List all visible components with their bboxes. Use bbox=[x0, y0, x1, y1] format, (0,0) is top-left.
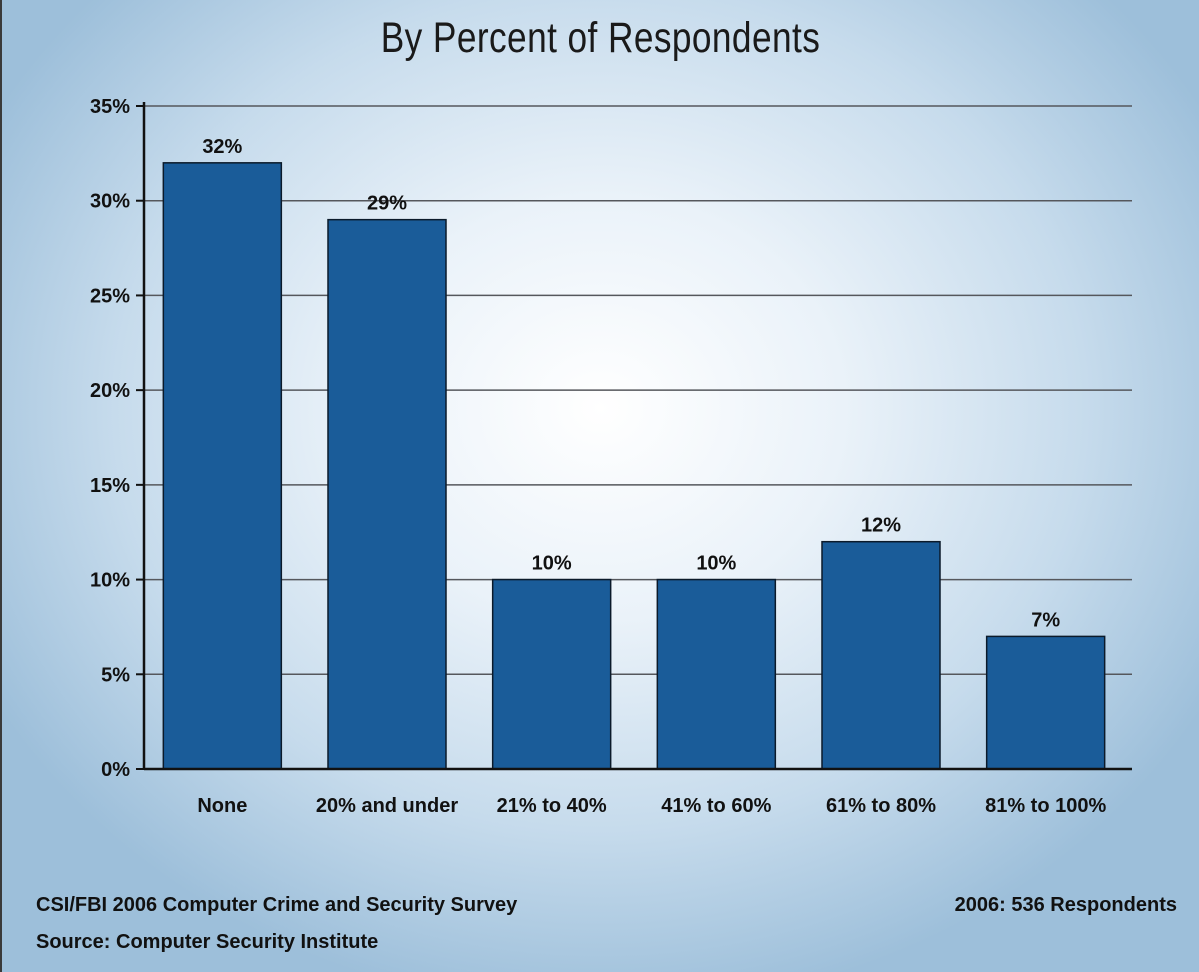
chart-title: By Percent of Respondents bbox=[380, 14, 821, 62]
y-tick-label: 20% bbox=[90, 380, 130, 402]
bar bbox=[162, 162, 283, 770]
y-tick-label: 25% bbox=[90, 285, 130, 307]
bar bbox=[491, 578, 612, 770]
y-tick-label: 10% bbox=[90, 570, 130, 592]
bar-value-label: 10% bbox=[696, 553, 736, 575]
survey-name: CSI/FBI 2006 Computer Crime and Security… bbox=[36, 894, 518, 916]
y-tick-label: 30% bbox=[90, 191, 130, 213]
y-tick-label: 15% bbox=[90, 475, 130, 497]
x-category-label: 41% to 60% bbox=[661, 795, 771, 817]
bar bbox=[985, 635, 1106, 770]
x-category-label: 21% to 40% bbox=[497, 795, 607, 817]
x-category-label: 20% and under bbox=[316, 795, 458, 817]
x-category-label: None bbox=[197, 795, 247, 817]
y-tick-label: 0% bbox=[101, 759, 130, 781]
x-category-label: 61% to 80% bbox=[826, 795, 936, 817]
y-tick-label: 35% bbox=[90, 96, 130, 118]
bar-value-label: 10% bbox=[532, 553, 572, 575]
respondent-count: 2006: 536 Respondents bbox=[954, 894, 1177, 916]
y-tick-label: 5% bbox=[101, 664, 130, 686]
bar bbox=[821, 540, 941, 770]
bar bbox=[656, 578, 777, 770]
source-credit: Source: Computer Security Institute bbox=[36, 931, 379, 953]
bar bbox=[327, 218, 447, 770]
bar-value-label: 29% bbox=[367, 193, 407, 215]
x-category-label: 81% to 100% bbox=[985, 795, 1106, 817]
bar-value-label: 7% bbox=[1031, 609, 1060, 631]
bar-value-label: 12% bbox=[861, 515, 901, 537]
bar-chart: 0% 5% 10% 15% 20% 25% 30% 35% 32% None 29% 20% and … bbox=[90, 96, 1132, 817]
bar-value-label: 32% bbox=[202, 136, 242, 158]
